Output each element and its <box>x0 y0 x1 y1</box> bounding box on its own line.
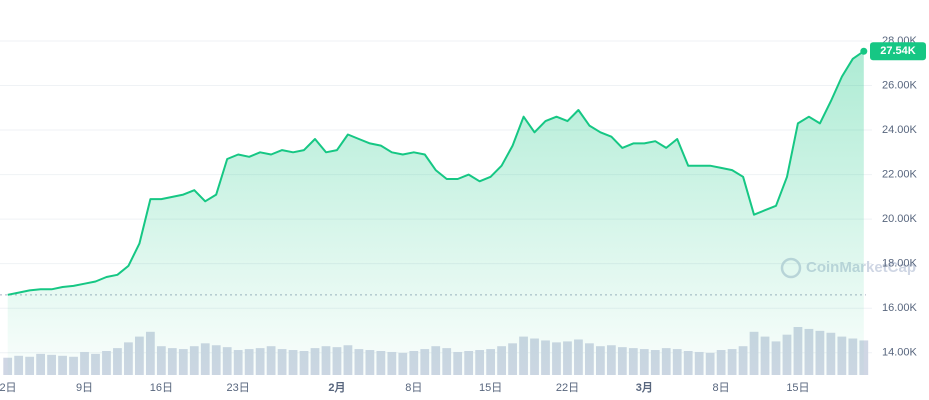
price-line <box>7 50 865 296</box>
last-price-label: 27.54K <box>880 45 916 57</box>
y-tick-label: 26.00K <box>882 79 918 91</box>
last-point <box>860 47 868 55</box>
y-tick-label: 24.00K <box>882 124 918 136</box>
y-tick-label: 22.00K <box>882 168 918 180</box>
x-tick-label: 3月 <box>636 381 653 394</box>
y-tick-label: 20.00K <box>882 213 918 225</box>
last-price-box <box>870 42 926 61</box>
x-tick-label: 2日 <box>0 382 17 394</box>
y-tick-label: 18.00K <box>882 258 918 270</box>
x-tick-label: 16日 <box>150 382 173 394</box>
x-tick-label: 15日 <box>479 382 502 394</box>
x-tick-label: 15日 <box>786 382 809 394</box>
x-tick-label: 8日 <box>713 382 730 394</box>
y-tick-label: 14.00K <box>882 347 918 359</box>
x-tick-label: 9日 <box>76 382 93 394</box>
x-tick-label: 2月 <box>328 381 345 394</box>
x-tick-label: 23日 <box>227 382 250 394</box>
x-tick-label: 8日 <box>405 382 422 394</box>
volume-bar <box>859 340 869 375</box>
volume-bar <box>3 357 13 375</box>
area-fill <box>7 51 864 375</box>
x-tick-label: 22日 <box>556 382 579 394</box>
y-tick-label: 16.00K <box>882 302 918 314</box>
